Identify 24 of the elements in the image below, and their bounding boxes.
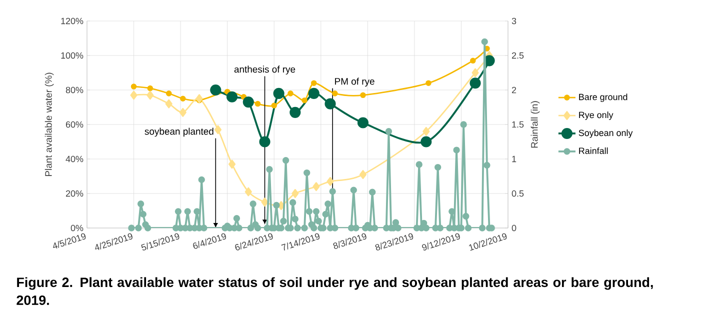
y-tick-label: 20% (66, 190, 84, 197)
legend-label: Rainfall (579, 147, 608, 154)
y2-tick-label: 0.5 (512, 190, 524, 197)
y2-tick-label: 3 (512, 18, 516, 24)
y-tick-label: 120% (61, 18, 84, 24)
y2-tick-label: 1.5 (512, 121, 524, 128)
y-axis-title: Plant available water (%) (44, 72, 54, 176)
y2-tick-label: 2.5 (512, 52, 524, 59)
annotation: anthesis of rye (234, 66, 296, 75)
annotation: PM of rye (335, 78, 374, 87)
legend-label: Soybean only (578, 129, 633, 138)
y-tick-label: 80% (66, 86, 84, 94)
text: Figure 2. Plant available water status of soil under rye and soybean planted areas or bare ground, 2019. (16, 277, 653, 305)
y2-tick-label: 2 (512, 86, 516, 94)
y-tick-label: 0% (70, 224, 84, 232)
y-tick-label: 60% (66, 121, 84, 128)
legend-label: Rye only (579, 112, 614, 120)
legend-label: Bare ground (579, 94, 628, 102)
y-tick-label: 40% (66, 156, 84, 162)
annotation: soybean planted (144, 128, 214, 137)
y2-tick-label: 0 (512, 224, 516, 232)
y2-axis-title: Rainfall (in) (530, 101, 540, 148)
y2-tick-label: 1 (512, 156, 516, 162)
y-tick-label: 100% (61, 52, 84, 59)
